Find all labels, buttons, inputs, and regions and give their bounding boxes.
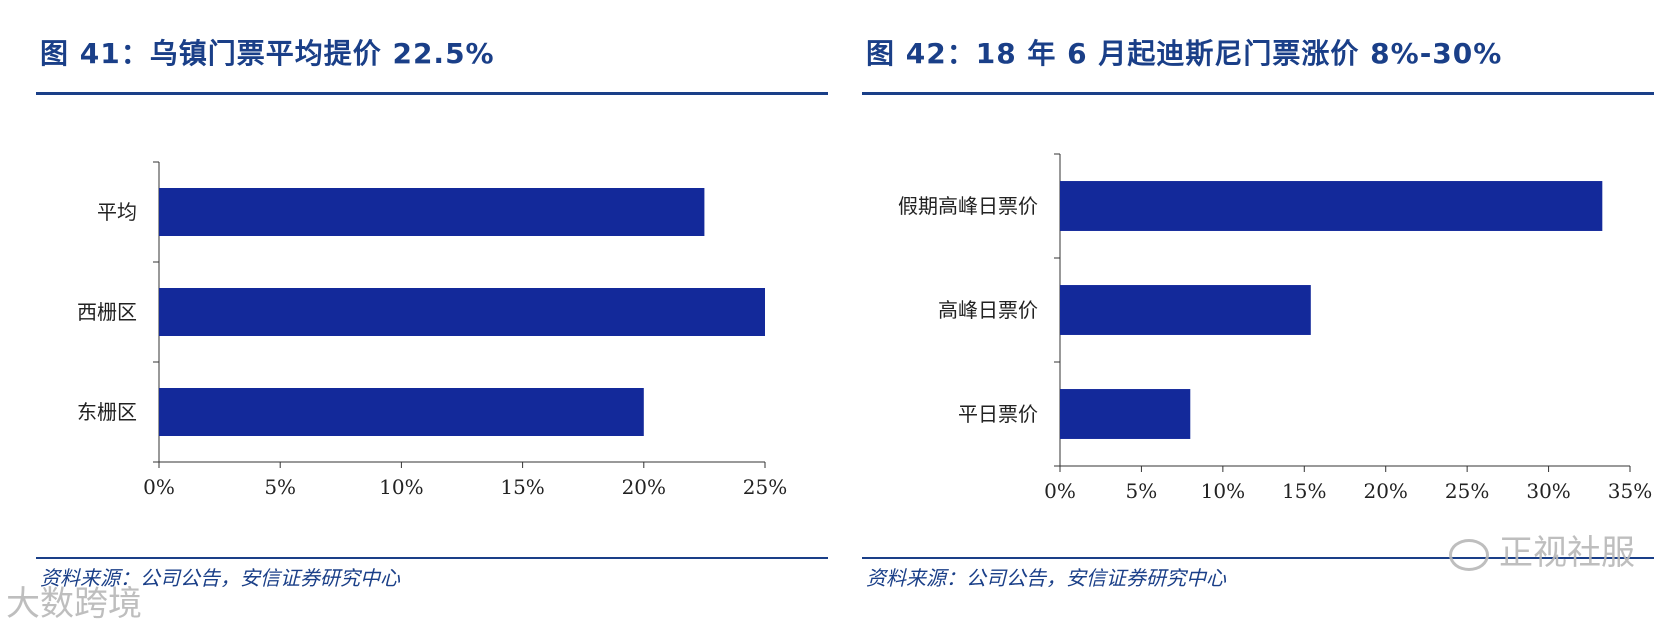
x-tick-label: 10% [379,475,423,499]
wechat-watermark: 正视社服 [1449,525,1635,574]
bar [159,288,765,336]
watermark-text: 大数跨境 [6,584,142,624]
x-tick-label: 15% [500,475,544,499]
title-rule [862,92,1654,95]
bar [1060,285,1311,335]
x-tick-label: 0% [143,475,175,499]
figure-title: 图 42：18 年 6 月起迪斯尼门票涨价 8%-30% [866,37,1503,70]
category-label: 平均 [97,200,137,224]
x-tick-label: 25% [743,475,787,499]
source-note: 资料来源：公司公告，安信证券研究中心 [40,566,400,590]
x-tick-label: 5% [264,475,296,499]
source-rule [862,557,1654,559]
figure-42-panel: 图 42：18 年 6 月起迪斯尼门票涨价 8%-30% 假期高峰日票价高峰日票… [862,0,1654,622]
figure-title: 图 41：乌镇门票平均提价 22.5% [40,37,495,70]
brand-watermark: 大数跨境 [6,576,142,625]
category-label: 平日票价 [958,402,1038,426]
bar [159,188,705,236]
x-tick-label: 20% [622,475,666,499]
x-tick-label: 10% [1201,479,1245,503]
x-tick-label: 25% [1445,479,1489,503]
wechat-icon [1449,538,1489,571]
source-note: 资料来源：公司公告，安信证券研究中心 [866,566,1226,590]
bar [1060,181,1603,231]
x-tick-label: 0% [1044,479,1076,503]
category-label: 东栅区 [77,400,137,424]
category-label: 西栅区 [77,300,137,324]
category-label: 假期高峰日票价 [898,194,1038,218]
source-rule [36,557,828,559]
x-tick-label: 5% [1126,479,1158,503]
x-tick-label: 15% [1282,479,1326,503]
bar [159,388,644,436]
watermark-text: 正视社服 [1499,533,1635,573]
bar [1060,389,1191,439]
figure-41-panel: 图 41：乌镇门票平均提价 22.5% 平均西栅区东栅区 0% 5% 10% 15% 20… [36,0,828,622]
x-tick-label: 30% [1526,479,1570,503]
category-label: 高峰日票价 [938,298,1038,322]
x-tick-label: 20% [1363,479,1407,503]
title-rule [36,92,828,95]
x-tick-label: 35% [1608,479,1652,503]
